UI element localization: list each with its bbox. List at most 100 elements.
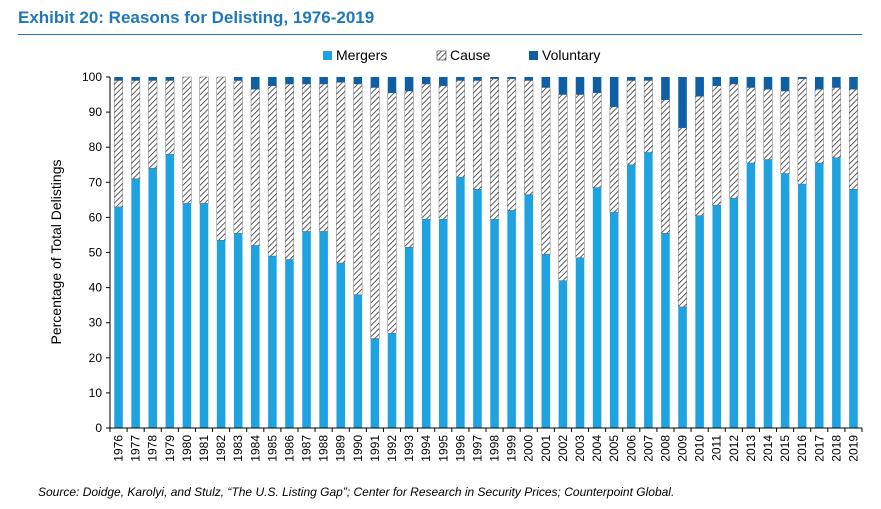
bar-voluntary-2010 — [695, 77, 704, 97]
bar-voluntary-2000 — [524, 77, 533, 81]
bar-cause-2011 — [712, 85, 722, 206]
y-tick-label: 0 — [95, 421, 102, 435]
bar-mergers-2011 — [712, 205, 721, 428]
bar-mergers-1989 — [336, 263, 345, 428]
bar-cause-2014 — [763, 89, 773, 160]
x-tick-label: 1984 — [248, 435, 262, 462]
bar-voluntary-1992 — [387, 77, 397, 93]
x-tick-label: 1990 — [351, 435, 365, 462]
x-tick-label: 1982 — [214, 435, 228, 462]
bar-voluntary-1978 — [148, 77, 157, 81]
bar-voluntary-1984 — [251, 77, 260, 90]
bar-mergers-1978 — [148, 168, 157, 428]
bar-mergers-1998 — [490, 219, 499, 428]
bar-cause-1979 — [165, 80, 175, 155]
bar-voluntary-2016 — [797, 77, 807, 79]
bar-mergers-2007 — [644, 152, 653, 428]
y-tick-label: 40 — [89, 281, 103, 295]
x-tick-label: 2018 — [829, 435, 843, 462]
bar-cause-2007 — [643, 80, 653, 153]
bar-cause-1980 — [182, 76, 192, 204]
x-tick-label: 1976 — [112, 435, 126, 462]
bar-cause-1981 — [199, 76, 209, 204]
bar-voluntary-1993 — [404, 77, 414, 92]
bar-cause-2017 — [814, 89, 824, 164]
x-tick-label: 2015 — [778, 435, 792, 462]
bar-voluntary-1988 — [319, 77, 328, 85]
x-tick-label: 1991 — [368, 435, 382, 462]
bar-cause-1996 — [455, 80, 465, 178]
bar-voluntary-1995 — [439, 77, 448, 86]
bar-mergers-1980 — [182, 203, 192, 428]
legend-swatch-voluntary — [529, 51, 538, 60]
y-tick-label: 20 — [89, 351, 103, 365]
bar-cause-2019 — [848, 89, 858, 190]
x-tick-label: 1992 — [385, 435, 399, 462]
bar-mergers-1981 — [199, 203, 209, 428]
bar-cause-1991 — [370, 87, 380, 339]
y-tick-label: 90 — [89, 105, 103, 119]
bar-mergers-2005 — [609, 212, 619, 428]
bar-voluntary-2002 — [558, 77, 568, 95]
bar-mergers-2009 — [678, 306, 687, 428]
bar-mergers-2004 — [592, 187, 602, 428]
x-tick-label: 1988 — [317, 435, 331, 462]
x-tick-label: 1996 — [453, 435, 467, 462]
bar-mergers-2018 — [832, 157, 841, 429]
legend: Mergers Cause Voluntary — [323, 47, 600, 63]
bar-voluntary-2011 — [712, 77, 721, 86]
bar-cause-1978 — [148, 80, 158, 169]
bar-mergers-1995 — [439, 219, 448, 428]
bar-mergers-1990 — [353, 294, 363, 428]
y-tick-label: 80 — [89, 140, 103, 154]
y-tick-label: 10 — [89, 386, 103, 400]
bar-mergers-1996 — [456, 177, 465, 428]
bar-mergers-1986 — [285, 259, 294, 428]
x-tick-label: 2005 — [607, 435, 621, 462]
y-tick-label: 70 — [89, 175, 103, 189]
bar-voluntary-2006 — [627, 77, 636, 81]
bar-voluntary-2012 — [729, 77, 739, 85]
bar-voluntary-1979 — [165, 77, 175, 81]
bar-voluntary-1985 — [268, 77, 277, 86]
bar-cause-1985 — [267, 85, 277, 257]
y-axis-label: Percentage of Total Delistings — [48, 160, 64, 345]
x-tick-label: 2017 — [812, 435, 826, 462]
bar-voluntary-1990 — [353, 77, 363, 85]
x-tick-label: 1999 — [505, 435, 519, 462]
bar-cause-1992 — [387, 92, 397, 334]
bar-cause-1986 — [284, 83, 294, 260]
x-tick-label: 1986 — [282, 435, 296, 462]
bar-cause-2016 — [797, 78, 807, 185]
bar-voluntary-2009 — [678, 77, 687, 128]
y-tick-label: 60 — [89, 210, 103, 224]
legend-swatch-cause — [436, 50, 447, 61]
bar-cause-1998 — [490, 78, 500, 220]
x-tick-label: 1993 — [402, 435, 416, 462]
bar-mergers-1993 — [404, 247, 414, 428]
bar-cause-2012 — [729, 83, 739, 199]
bar-mergers-2017 — [815, 163, 824, 428]
bar-cause-2004 — [592, 92, 602, 188]
x-tick-label: 2008 — [658, 435, 672, 462]
bar-voluntary-2004 — [592, 77, 602, 93]
x-tick-label: 1997 — [470, 435, 484, 462]
bar-cause-1995 — [438, 85, 448, 220]
bar-voluntary-1997 — [473, 77, 482, 81]
bar-cause-1982 — [216, 76, 226, 241]
x-tick-label: 1995 — [436, 435, 450, 462]
bar-voluntary-1994 — [421, 77, 431, 85]
bar-mergers-2014 — [763, 159, 773, 429]
chart-title: Exhibit 20: Reasons for Delisting, 1976-… — [18, 8, 375, 27]
x-tick-label: 1998 — [488, 435, 502, 462]
bar-cause-2005 — [609, 106, 619, 213]
bar-voluntary-1996 — [456, 77, 465, 81]
bar-mergers-2012 — [729, 198, 739, 428]
x-tick-label: 1987 — [300, 435, 314, 462]
bar-cause-2001 — [541, 87, 551, 255]
bar-cause-2003 — [575, 94, 585, 258]
bar-voluntary-1989 — [336, 77, 345, 83]
bar-voluntary-1998 — [490, 77, 499, 79]
bar-mergers-2000 — [524, 194, 533, 428]
